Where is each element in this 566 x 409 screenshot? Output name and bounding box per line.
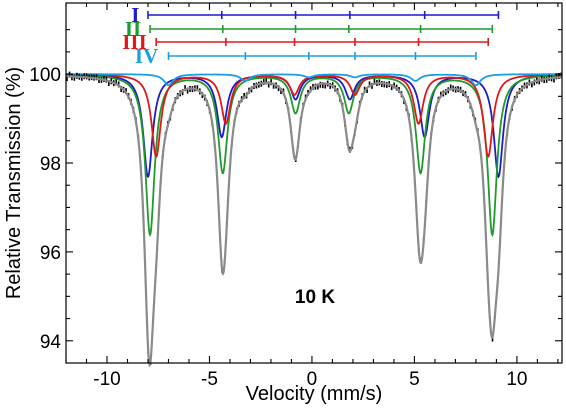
component-curve-iv <box>66 73 562 87</box>
sextet-label-iii: III <box>122 30 147 54</box>
x-tick-label: -5 <box>201 369 218 390</box>
axes-layer: -10 -5 0 5 10 94 96 98 100 <box>29 3 562 390</box>
x-axis-title: Velocity (mm/s) <box>246 383 383 405</box>
y-tick-label: 96 <box>40 243 61 264</box>
x-tick-label: -10 <box>93 369 120 390</box>
fit-layer <box>65 73 563 237</box>
y-tick-label: 100 <box>29 65 61 86</box>
sextet-label-i: I <box>131 3 139 27</box>
temperature-annotation: 10 K <box>295 287 335 308</box>
x-tick-label: 0 <box>307 369 318 390</box>
sextet-label-iv: IV <box>135 44 158 68</box>
y-tick-label: 98 <box>40 154 61 175</box>
total-fit-curve <box>65 75 563 368</box>
data-layer <box>65 71 563 368</box>
plot-frame <box>65 2 563 364</box>
y-tick-label: 94 <box>40 332 62 353</box>
y-axis-title: Relative Transmission (%) <box>3 67 25 299</box>
sextet-label-ii: II <box>125 17 141 41</box>
x-tick-label: 5 <box>409 369 420 390</box>
x-tick-label: 10 <box>506 369 527 390</box>
